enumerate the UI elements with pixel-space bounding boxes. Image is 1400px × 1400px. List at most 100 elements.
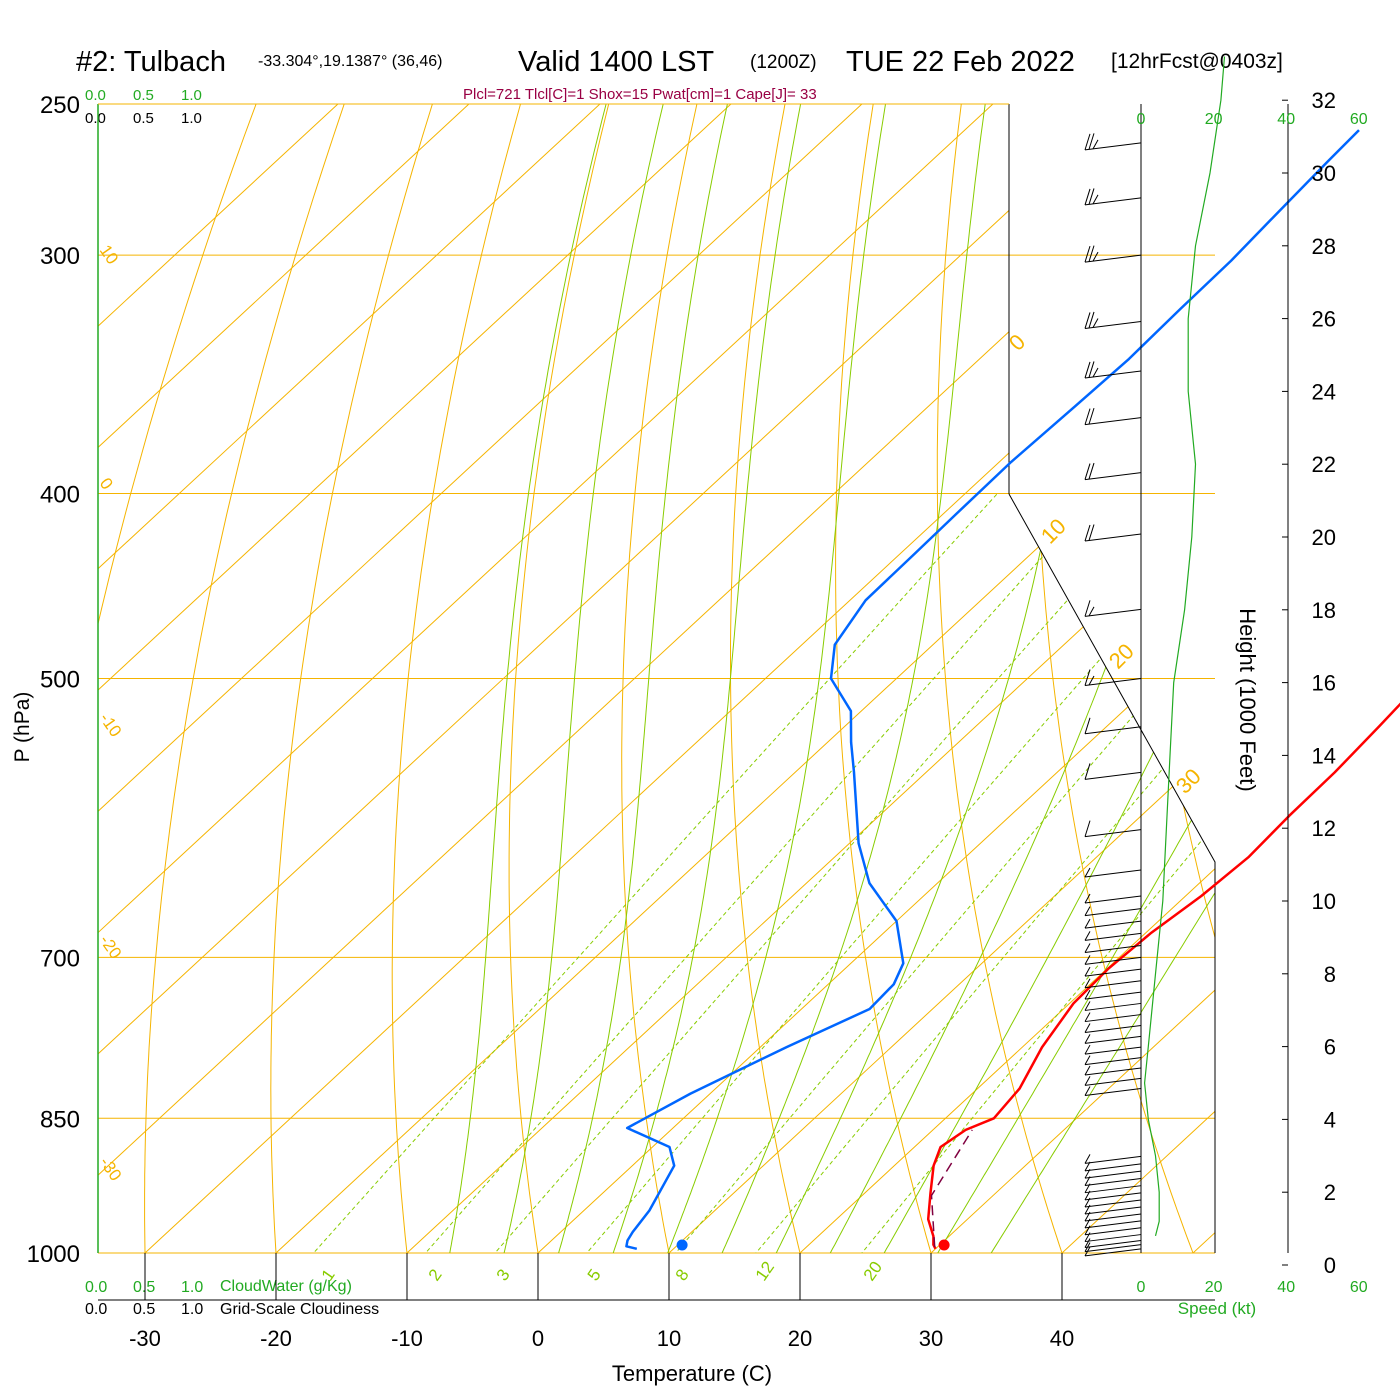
wind-barb-staff <box>1084 726 1142 735</box>
slanted-border <box>1008 493 1216 1253</box>
wind-barb <box>1084 989 1142 1000</box>
wind-barb-flag <box>1084 1055 1091 1065</box>
height-tick-label: 24 <box>1312 379 1336 404</box>
wind-barb <box>1084 1023 1142 1034</box>
height-tick-label: 10 <box>1312 889 1336 914</box>
y-tick-label: 850 <box>40 1106 80 1133</box>
wind-barb-staff <box>1084 320 1142 329</box>
wind-barb <box>1084 669 1142 686</box>
wind-barb-flag <box>1084 1012 1091 1022</box>
wind-barb-flag <box>1084 1154 1091 1164</box>
x-tick-label: 30 <box>919 1326 943 1351</box>
wind-barb <box>1084 1044 1142 1055</box>
height-tick-label: 20 <box>1312 525 1336 550</box>
wind-barb <box>1084 361 1142 379</box>
wind-barb <box>1084 408 1142 426</box>
wind-barb-staff <box>1084 1213 1142 1222</box>
cloudiness-tick-top: 0.0 <box>85 110 106 127</box>
wind-barb <box>1084 918 1142 929</box>
isotherm-line <box>1017 104 1215 1253</box>
plot-area <box>98 104 1215 1253</box>
wind-barb-staff <box>1084 1002 1142 1011</box>
height-tick-label: 4 <box>1324 1107 1336 1132</box>
x-tick-label: 10 <box>657 1326 681 1351</box>
wind-barb-flag <box>1088 361 1095 378</box>
x-tick-label: -10 <box>391 1326 423 1351</box>
wind-barb-staff <box>1084 895 1142 904</box>
wind-barb-flag <box>1084 966 1091 977</box>
wind-barb-flag <box>1088 606 1095 617</box>
wind-barb-staff <box>1084 1077 1142 1086</box>
wind-barb <box>1084 462 1142 481</box>
wind-barb-flag <box>1084 1001 1091 1011</box>
y-tick-label: 250 <box>40 92 80 119</box>
cloudiness-tick-bottom: 0.0 <box>85 1301 107 1318</box>
dry-adiabat-line <box>1035 104 1210 1253</box>
y-tick-label: 300 <box>40 243 80 270</box>
isotherm-line <box>98 104 1161 1253</box>
isotherm-line <box>231 104 1215 1253</box>
height-tick-label: 28 <box>1312 234 1336 259</box>
wind-barb-flag <box>1092 367 1099 378</box>
x-axis-title: Temperature (C) <box>612 1361 772 1386</box>
isobar-grid <box>98 254 1215 1254</box>
height-tick-label: 30 <box>1312 161 1336 186</box>
moist-adiabat-line <box>493 104 664 1253</box>
mixing-ratio-label: 20 <box>860 1258 886 1284</box>
wind-barb-staff <box>1084 472 1142 481</box>
x-tick-label: 40 <box>1050 1326 1074 1351</box>
wind-barb-staff <box>1084 956 1142 965</box>
isotherm-label: 0 <box>96 474 117 493</box>
isotherm-line <box>1148 104 1215 1253</box>
wind-barb <box>1084 1190 1142 1201</box>
wind-barb-flag <box>1084 955 1091 965</box>
wind-barb-staff <box>1084 1192 1142 1201</box>
cloudwater-tick-top: 0.0 <box>85 87 106 104</box>
wind-barb <box>1084 311 1142 329</box>
dry-adiabats <box>98 104 1215 1253</box>
station-coords: -33.304°,19.1387° (36,46) <box>258 53 442 70</box>
plot-frame <box>97 103 1216 1253</box>
wind-barb-flag <box>1092 139 1099 150</box>
cloudwater-tick-bottom: 0.0 <box>85 1279 107 1296</box>
wind-barb-staff <box>1084 908 1142 917</box>
cloudwater-tick-bottom: 0.5 <box>133 1279 155 1296</box>
wind-speed-tick-bottom: 0 <box>1137 1279 1146 1296</box>
wind-panel <box>1084 56 1289 1257</box>
wind-barb-flag <box>1088 133 1095 150</box>
wind-barb-flag <box>1084 989 1091 1000</box>
wind-barb <box>1084 906 1142 917</box>
cloudwater-tick-bottom: 1.0 <box>181 1279 203 1296</box>
isotherm-label: 0 <box>1004 329 1030 355</box>
wind-barb <box>1084 1168 1142 1179</box>
isotherm-line <box>98 104 768 1253</box>
height-tick-label: 32 <box>1312 88 1336 113</box>
wind-speed-profile-line <box>1143 56 1226 1237</box>
height-axis-title: Height (1000 Feet) <box>1235 608 1260 791</box>
wind-barb <box>1084 978 1142 989</box>
wind-barb <box>1084 955 1142 965</box>
wind-barb-staff <box>1084 771 1142 780</box>
height-tick-label: 2 <box>1324 1180 1336 1205</box>
wind-barb <box>1084 1154 1142 1164</box>
mixing-ratio-label: 3 <box>493 1266 514 1285</box>
wind-barb-staff <box>1084 1177 1142 1186</box>
wind-barb-staff <box>1084 1057 1142 1066</box>
wind-barb-staff <box>1084 980 1142 989</box>
wind-speed-tick-bottom: 40 <box>1277 1279 1295 1296</box>
wind-barb <box>1084 1012 1142 1023</box>
height-tick-label: 14 <box>1312 743 1336 768</box>
isotherm-line <box>98 104 506 1253</box>
cloudiness-tick-bottom: 0.5 <box>133 1301 155 1318</box>
wind-barb-flag <box>1088 245 1095 262</box>
wind-barb-flag <box>1084 463 1091 480</box>
wind-speed-axis-title: Speed (kt) <box>1178 1299 1256 1318</box>
wind-barb-staff <box>1084 678 1142 686</box>
wind-barb-flag <box>1084 245 1091 263</box>
wind-barb-staff <box>1084 1014 1142 1023</box>
mixing-ratio-line <box>641 493 1215 1253</box>
wind-barb-flag <box>1084 408 1091 425</box>
wind-barb-staff <box>1084 1170 1142 1179</box>
dewpoint-line <box>625 129 1360 1251</box>
x-tick-label: -30 <box>129 1326 161 1351</box>
